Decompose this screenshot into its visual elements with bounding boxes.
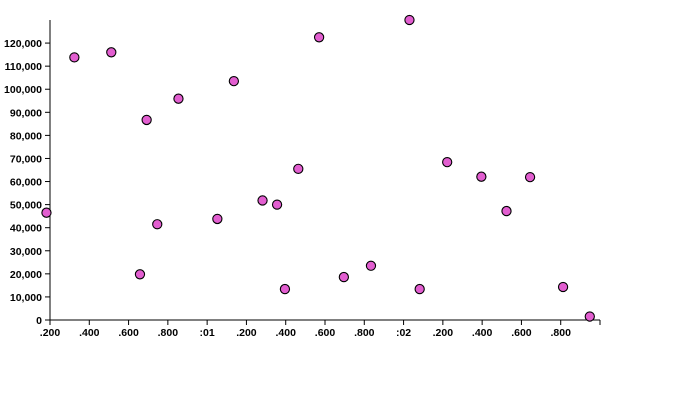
data-point: [442, 157, 453, 168]
x-tick-label: .800: [354, 327, 375, 339]
data-point: [141, 114, 152, 126]
data-point: [69, 52, 80, 63]
y-tick-label: 120,000: [4, 38, 42, 50]
data-point: [557, 281, 569, 293]
data-point: [41, 207, 52, 218]
data-point: [257, 195, 268, 206]
x-tick-label: .200: [236, 327, 257, 339]
data-point: [414, 283, 425, 295]
y-tick-label: 100,000: [4, 84, 42, 96]
x-tick-label: :02: [396, 327, 411, 339]
data-point: [338, 271, 350, 283]
x-axis: .200 .400 .600 .800 :01 .200 .400 .600 .800 :02 .2…: [40, 319, 601, 339]
y-tick-label: 110,000: [5, 61, 43, 73]
data-point: [404, 14, 415, 26]
x-tick-label: .600: [118, 327, 139, 339]
data-points: [41, 14, 595, 322]
data-point: [501, 205, 512, 217]
y-tick-label: 50,000: [10, 200, 42, 212]
x-tick-label: .400: [79, 327, 100, 339]
data-point: [106, 47, 117, 58]
data-point: [524, 172, 536, 183]
y-tick-label: 90,000: [10, 107, 42, 119]
x-tick-label: .800: [158, 327, 179, 339]
data-point: [228, 76, 240, 87]
y-tick-label: 20,000: [10, 269, 42, 281]
y-axis: 0 10,000 20,000 30,000 40,000 50,000 60,000 70,…: [4, 20, 51, 327]
y-tick-label: 60,000: [10, 177, 42, 189]
y-tick-label: 10,000: [10, 292, 42, 304]
y-tick-label: 40,000: [10, 223, 42, 235]
x-tick-label: :01: [200, 327, 215, 339]
data-point: [212, 213, 223, 225]
x-tick-label: .400: [472, 327, 493, 339]
data-point: [293, 163, 304, 174]
y-tick-label: 80,000: [10, 130, 42, 142]
data-point: [173, 93, 184, 104]
x-tick-label: .800: [550, 327, 571, 339]
data-point: [152, 219, 163, 230]
y-tick-label: 70,000: [10, 153, 42, 165]
y-tick-label: 30,000: [10, 246, 42, 258]
data-point: [313, 32, 325, 43]
x-tick-label: .200: [40, 327, 61, 339]
data-point: [279, 283, 291, 295]
data-point: [134, 269, 146, 280]
x-tick-label: .600: [511, 327, 532, 339]
x-tick-label: .600: [315, 327, 336, 339]
y-tick-label: 0: [36, 315, 42, 327]
x-tick-label: .400: [275, 327, 296, 339]
data-point: [584, 311, 595, 322]
x-tick-label: .200: [433, 327, 454, 339]
data-point: [271, 199, 283, 210]
data-point: [476, 171, 487, 182]
data-point: [365, 260, 377, 271]
